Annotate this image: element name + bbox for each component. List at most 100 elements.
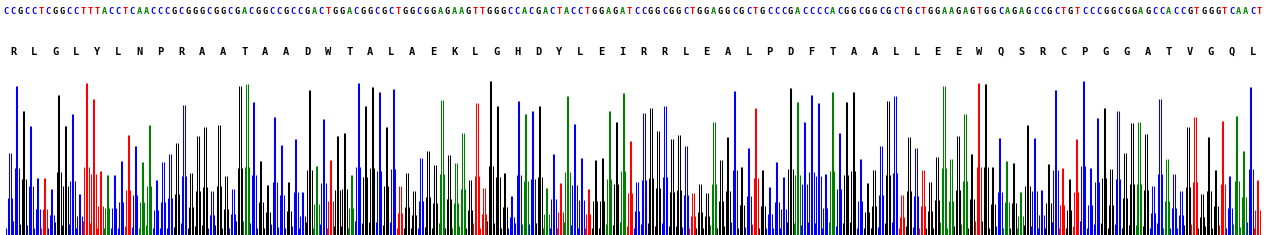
Text: A: A [1166, 7, 1171, 16]
Text: Y: Y [556, 47, 562, 57]
Text: E: E [704, 47, 710, 57]
Text: C: C [165, 7, 170, 16]
Text: C: C [1039, 7, 1046, 16]
Text: R: R [179, 47, 185, 57]
Text: A: A [543, 7, 548, 16]
Text: A: A [942, 7, 947, 16]
Text: G: G [430, 7, 436, 16]
Text: G: G [1215, 7, 1220, 16]
Text: C: C [767, 7, 772, 16]
Text: C: C [837, 7, 842, 16]
Text: G: G [501, 7, 506, 16]
Text: A: A [1138, 7, 1143, 16]
Text: G: G [1103, 7, 1108, 16]
Text: G: G [844, 7, 849, 16]
Text: T: T [920, 7, 927, 16]
Text: G: G [1103, 47, 1109, 57]
Text: A: A [1243, 7, 1248, 16]
Text: G: G [487, 7, 492, 16]
Text: C: C [1082, 7, 1087, 16]
Text: C: C [158, 7, 163, 16]
Text: G: G [851, 7, 856, 16]
Text: G: G [1144, 7, 1151, 16]
Text: C: C [571, 7, 576, 16]
Text: A: A [347, 7, 352, 16]
Text: I: I [619, 47, 625, 57]
Text: C: C [1055, 7, 1060, 16]
Text: G: G [592, 7, 598, 16]
Text: G: G [936, 7, 941, 16]
Text: G: G [906, 7, 913, 16]
Text: Q: Q [998, 47, 1004, 57]
Text: C: C [1158, 7, 1165, 16]
Text: C: C [508, 7, 513, 16]
Text: C: C [1152, 7, 1157, 16]
Text: L: L [577, 47, 584, 57]
Text: G: G [599, 7, 604, 16]
Text: A: A [199, 47, 205, 57]
Text: W: W [976, 47, 982, 57]
Text: A: A [1019, 7, 1024, 16]
Text: S: S [1018, 47, 1024, 57]
Text: T: T [900, 7, 905, 16]
Text: R: R [661, 47, 667, 57]
Text: G: G [214, 7, 219, 16]
Text: L: L [746, 47, 752, 57]
Text: G: G [234, 7, 241, 16]
Text: C: C [67, 7, 72, 16]
Text: G: G [648, 7, 653, 16]
Text: A: A [438, 7, 443, 16]
Text: T: T [1257, 7, 1262, 16]
Text: D: D [536, 47, 542, 57]
Text: E: E [599, 47, 605, 57]
Text: G: G [382, 7, 387, 16]
Text: C: C [4, 7, 9, 16]
Text: G: G [1123, 47, 1129, 57]
Text: G: G [410, 7, 415, 16]
Text: E: E [430, 47, 437, 57]
Text: G: G [718, 7, 723, 16]
Text: A: A [137, 7, 142, 16]
Text: G: G [970, 7, 975, 16]
Text: G: G [1012, 7, 1017, 16]
Text: T: T [1075, 7, 1080, 16]
Text: C: C [375, 7, 380, 16]
Text: C: C [801, 7, 808, 16]
Text: G: G [1110, 7, 1115, 16]
Text: G: G [956, 7, 961, 16]
Text: G: G [305, 7, 310, 16]
Text: D: D [304, 47, 310, 57]
Text: G: G [1069, 7, 1074, 16]
Text: A: A [284, 47, 290, 57]
Text: G: G [1201, 7, 1206, 16]
Text: R: R [10, 47, 16, 57]
Text: C: C [10, 7, 16, 16]
Text: Q: Q [1228, 47, 1234, 57]
Text: C: C [1089, 7, 1094, 16]
Text: C: C [73, 7, 78, 16]
Text: G: G [676, 7, 681, 16]
Text: G: G [52, 47, 58, 57]
Text: A: A [871, 47, 877, 57]
Text: G: G [186, 7, 191, 16]
Text: G: G [1047, 7, 1052, 16]
Text: G: G [284, 7, 289, 16]
Text: L: L [115, 47, 122, 57]
Text: G: G [655, 7, 660, 16]
Text: T: T [829, 47, 836, 57]
Text: C: C [809, 7, 814, 16]
Text: A: A [620, 7, 625, 16]
Text: G: G [704, 7, 709, 16]
Text: A: A [950, 7, 955, 16]
Text: T: T [396, 7, 401, 16]
Text: T: T [39, 7, 44, 16]
Text: G: G [53, 7, 58, 16]
Text: C: C [879, 7, 884, 16]
Text: G: G [928, 7, 933, 16]
Text: C: C [1061, 47, 1067, 57]
Text: T: T [585, 7, 590, 16]
Text: G: G [263, 7, 268, 16]
Text: G: G [760, 7, 765, 16]
Text: G: G [696, 7, 703, 16]
Text: G: G [725, 7, 730, 16]
